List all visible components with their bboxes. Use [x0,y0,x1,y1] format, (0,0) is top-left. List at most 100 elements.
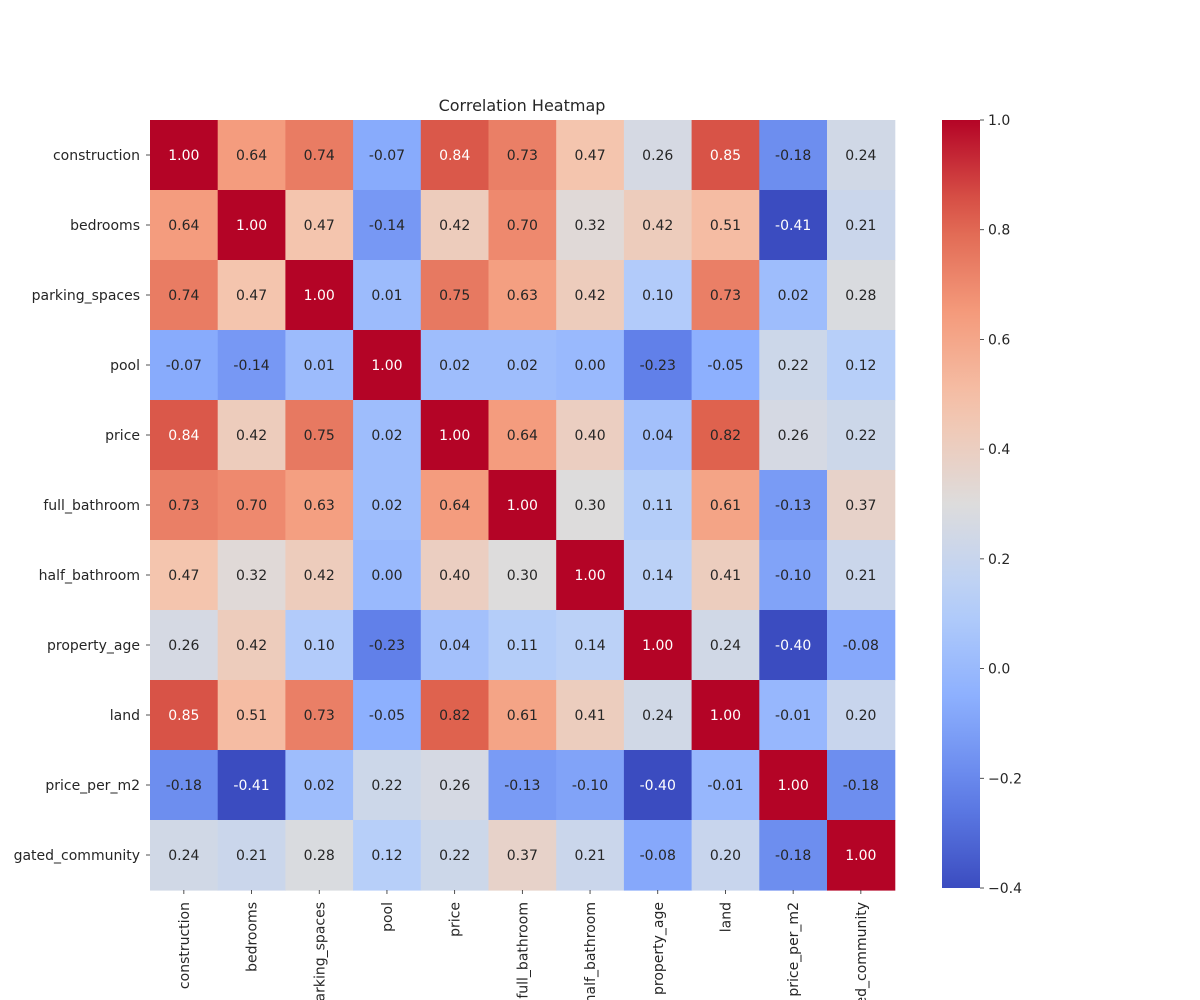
heatmap-cell-label: 0.42 [236,428,267,444]
heatmap-cell-full_bathroom-gated_community [827,470,896,541]
column-tick-label: pool [380,902,396,932]
heatmap-cell-price_per_m2-half_bathroom [556,750,625,821]
heatmap-cell-label: 0.20 [845,708,876,724]
column-tick-label: price_per_m2 [786,902,802,997]
heatmap-cell-bedrooms-full_bathroom [488,190,557,261]
heatmap-cell-pool-pool [353,330,422,401]
colorbar-tick-label: −0.4 [988,881,1022,897]
heatmap-cell-label: 0.51 [710,218,741,234]
heatmap-cell-price-land [691,400,760,471]
heatmap-cell-land-parking_spaces [285,680,354,751]
heatmap-cell-property_age-parking_spaces [285,610,354,681]
heatmap-cell-label: 0.51 [236,708,267,724]
heatmap-cell-label: 0.24 [642,708,673,724]
heatmap-cells [150,120,896,891]
heatmap-cell-pool-full_bathroom [488,330,557,401]
heatmap-cell-label: 0.14 [574,638,605,654]
heatmap-cell-label: 0.73 [304,708,335,724]
colorbar-tick-label: 0.4 [988,442,1010,458]
heatmap-cell-bedrooms-half_bathroom [556,190,625,261]
heatmap-cell-construction-land [691,120,760,191]
heatmap-cell-construction-parking_spaces [285,120,354,191]
heatmap-cell-property_age-price [420,610,490,681]
heatmap-cell-land-gated_community [827,680,896,751]
heatmap-cell-full_bathroom-land [691,470,760,541]
heatmap-cell-label: -0.40 [640,778,676,794]
heatmap-cell-label: 0.73 [168,498,199,514]
heatmap-cell-half_bathroom-gated_community [827,540,896,611]
heatmap-cell-property_age-half_bathroom [556,610,625,681]
heatmap-cell-price_per_m2-bedrooms [217,750,286,821]
column-tick-label: price [448,902,464,937]
heatmap-cell-label: 0.75 [304,428,335,444]
heatmap-cell-label: 1.00 [236,218,267,234]
heatmap-cell-price_per_m2-pool [353,750,422,821]
heatmap-cell-label: 0.32 [574,218,605,234]
heatmap-cell-parking_spaces-gated_community [827,260,896,331]
heatmap-cell-half_bathroom-pool [353,540,422,611]
heatmap-cell-label: 0.00 [371,568,402,584]
heatmap-cell-label: 1.00 [168,148,199,164]
colorbar-tick-label: 1.0 [988,113,1010,129]
heatmap-cell-label: 0.22 [439,848,470,864]
heatmap-cell-label: 0.40 [574,428,605,444]
heatmap-cell-price-property_age [623,400,693,471]
heatmap-cell-label: 0.64 [168,218,199,234]
heatmap-cell-half_bathroom-land [691,540,760,611]
heatmap-cell-label: -0.14 [369,218,405,234]
heatmap-cell-construction-property_age [623,120,693,191]
heatmap-cell-price_per_m2-full_bathroom [488,750,557,821]
heatmap-cell-construction-gated_community [827,120,896,191]
heatmap-cell-land-land [691,680,760,751]
plot-area: Correlation Heatmap 1.00 0.64 0.74 -0.07 0.8… [14,96,1022,1000]
colorbar: 1.0 0.8 0.6 0.4 0.2 0.0 −0.2 −0.4 [942,113,1022,897]
heatmap-cell-label: 0.11 [642,498,673,514]
column-tick-label: land [718,902,734,932]
heatmap-cell-label: 0.37 [845,498,876,514]
heatmap-cell-label: -0.05 [707,358,743,374]
column-tick-label: bedrooms [245,902,261,972]
heatmap-cell-bedrooms-price_per_m2 [759,190,828,261]
column-tick-label: gated_community [854,902,870,1000]
heatmap-cell-label: 0.02 [778,288,809,304]
heatmap-cell-construction-full_bathroom [488,120,557,191]
heatmap-cell-label: 0.42 [574,288,605,304]
heatmap-cell-label: 1.00 [439,428,470,444]
heatmap-cell-gated_community-property_age [623,820,693,891]
heatmap-cell-construction-pool [353,120,422,191]
heatmap-cell-property_age-full_bathroom [488,610,557,681]
heatmap-cell-construction-half_bathroom [556,120,625,191]
heatmap-cell-parking_spaces-bedrooms [217,260,286,331]
heatmap-cell-bedrooms-pool [353,190,422,261]
heatmap-cell-label: 0.85 [168,708,199,724]
heatmap-cell-label: 0.84 [439,148,470,164]
heatmap-cell-half_bathroom-price_per_m2 [759,540,828,611]
heatmap-cell-land-price_per_m2 [759,680,828,751]
heatmap-cell-label: 0.84 [168,428,199,444]
heatmap-cell-gated_community-parking_spaces [285,820,354,891]
heatmap-cell-construction-construction [150,120,219,191]
heatmap-cell-label: 0.47 [168,568,199,584]
heatmap-cell-gated_community-price [420,820,490,891]
heatmap-cell-label: 0.24 [168,848,199,864]
heatmap-cell-land-property_age [623,680,693,751]
heatmap-cell-label: 0.42 [439,218,470,234]
heatmap-cell-label: -0.23 [369,638,405,654]
heatmap-cell-price-half_bathroom [556,400,625,471]
heatmap-cell-label: 0.02 [371,498,402,514]
heatmap-cell-bedrooms-land [691,190,760,261]
column-tick-labels: construction bedrooms parking_spaces pool pr… [177,890,870,1000]
heatmap-cell-label: 0.42 [236,638,267,654]
chart-title: Correlation Heatmap [439,96,606,115]
heatmap-cell-label: 0.26 [778,428,809,444]
heatmap-cell-label: -0.41 [775,218,811,234]
heatmap-cell-label: 0.42 [304,568,335,584]
heatmap-cell-label: -0.10 [775,568,811,584]
row-tick-label: construction [53,148,140,164]
heatmap-cell-gated_community-price_per_m2 [759,820,828,891]
heatmap-cell-label: 0.61 [710,498,741,514]
heatmap-cell-land-bedrooms [217,680,286,751]
heatmap-cell-bedrooms-construction [150,190,219,261]
heatmap-cell-label: -0.18 [166,778,202,794]
